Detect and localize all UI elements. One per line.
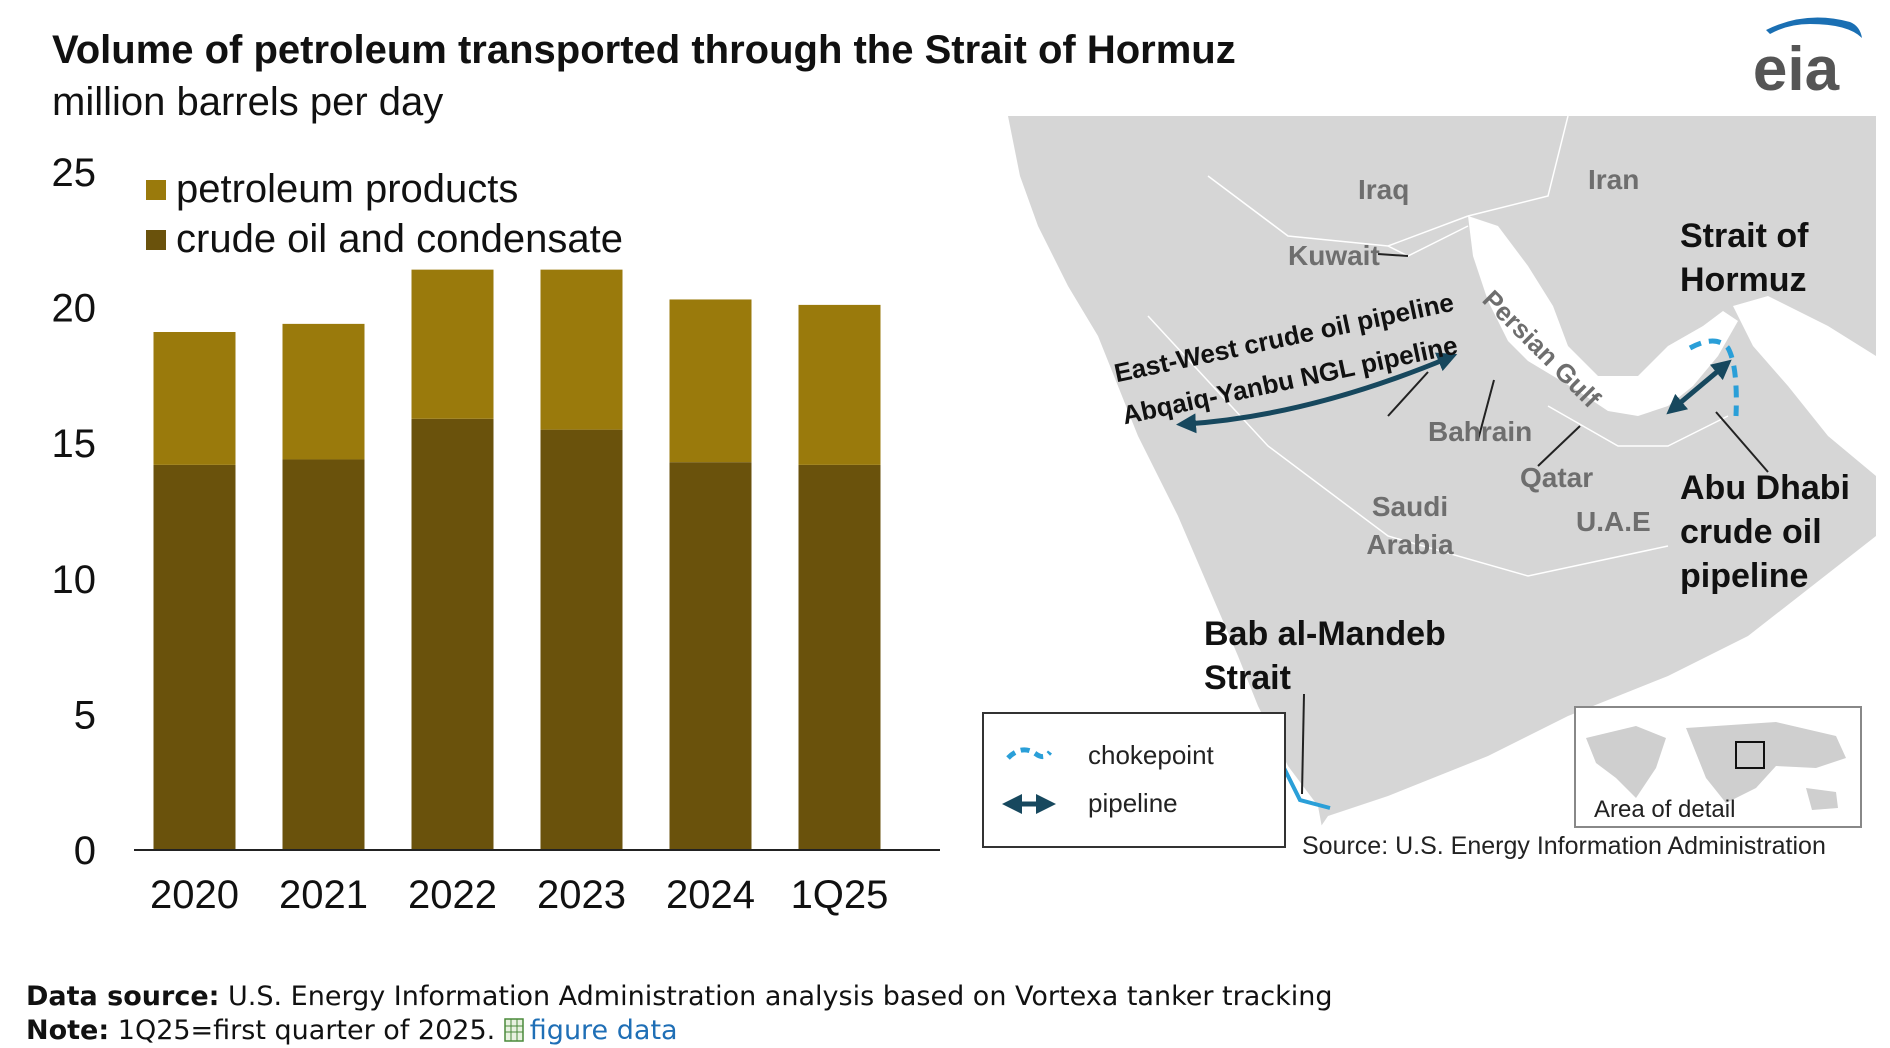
y-tick-label: 5 <box>74 693 96 737</box>
bar-crude-2022 <box>411 418 494 850</box>
region-map: Iraq Iran Kuwait Bahrain Qatar U.A.E Sau… <box>968 116 1876 860</box>
x-tick-label: 2022 <box>408 873 497 917</box>
legend-swatch <box>146 180 166 200</box>
x-tick-label: 2021 <box>279 873 368 917</box>
bar-chart: 0 5 10 15 20 25 2020 2021 2022 2023 2024 1Q25 petr… <box>52 151 940 917</box>
bar-products-2021 <box>282 323 365 460</box>
note-line: Note: 1Q25=first quarter of 2025. figure… <box>26 1014 1333 1048</box>
y-tick-label: 25 <box>52 151 97 195</box>
figure-data-link[interactable]: figure data <box>529 1015 678 1046</box>
legend-chokepoint-label: chokepoint <box>1088 740 1214 770</box>
x-tick-label: 2023 <box>537 873 626 917</box>
data-source-line: Data source: U.S. Energy Information Adm… <box>26 980 1333 1014</box>
bar-products-1Q25 <box>798 304 881 465</box>
map-legend-symbols <box>1002 747 1056 814</box>
country-label-saudi-arabia: Saudi Arabia <box>1366 491 1454 560</box>
inset-detail-box <box>1735 741 1765 769</box>
country-label-iraq: Iraq <box>1358 174 1410 205</box>
y-tick-label: 10 <box>52 558 97 602</box>
chart-title: Volume of petroleum transported through … <box>52 28 1236 72</box>
chart-subtitle: million barrels per day <box>52 80 444 124</box>
legend-swatch <box>146 230 166 250</box>
bar-products-2020 <box>153 332 236 465</box>
country-label-bahrain: Bahrain <box>1428 416 1533 447</box>
bar-products-2024 <box>669 299 752 463</box>
bar-crude-2023 <box>540 429 623 850</box>
chokepoint-legend-icon <box>1006 747 1052 760</box>
label-leader-lines <box>1301 253 1769 795</box>
logo-text: eia <box>1753 35 1840 104</box>
legend-label: petroleum products <box>176 167 518 211</box>
logo-swoosh-icon <box>1766 17 1862 38</box>
callout-strait-of-hormuz: Strait of Hormuz <box>1680 217 1809 299</box>
note-text: 1Q25=first quarter of 2025. <box>117 1015 496 1046</box>
country-label-uae: U.A.E <box>1576 506 1651 537</box>
x-tick-label: 2020 <box>150 873 239 917</box>
area-of-detail-inset: Area of detail <box>1574 706 1862 828</box>
callout-abu-dhabi-pipeline: Abu Dhabi crude oil pipeline <box>1680 469 1850 595</box>
gulf-of-oman-water <box>1733 296 1876 476</box>
bar-products-2023 <box>540 269 623 430</box>
legend-pipeline-label: pipeline <box>1088 788 1178 818</box>
country-label-qatar: Qatar <box>1520 462 1594 493</box>
inset-label: Area of detail <box>1594 796 1736 823</box>
east-west-pipeline-arrow <box>1176 352 1458 434</box>
y-tick-label: 15 <box>52 422 97 466</box>
red-sea-water <box>968 116 1328 860</box>
hormuz-chokepoint-marker <box>1688 338 1739 417</box>
data-source-text: U.S. Energy Information Administration a… <box>228 981 1333 1012</box>
x-tick-label: 2024 <box>666 873 755 917</box>
bar-crude-2024 <box>669 462 752 850</box>
bar-crude-2021 <box>282 459 365 850</box>
y-tick-label: 0 <box>74 829 96 873</box>
inset-landmass <box>1586 722 1846 810</box>
map-source: Source: U.S. Energy Information Administ… <box>1302 832 1826 860</box>
spreadsheet-icon <box>504 1018 524 1042</box>
data-source-label: Data source: <box>26 981 220 1012</box>
eia-logo: eia <box>1753 17 1862 104</box>
footer: Data source: U.S. Energy Information Adm… <box>26 980 1333 1048</box>
x-tick-label: 1Q25 <box>791 873 889 917</box>
country-label-iran: Iran <box>1588 164 1640 195</box>
callout-bab-al-mandeb: Bab al-Mandeb Strait <box>1204 615 1446 697</box>
bar-products-2022 <box>411 269 494 419</box>
note-label: Note: <box>26 1015 110 1046</box>
world-inset-map <box>1586 722 1846 810</box>
country-label-kuwait: Kuwait <box>1288 240 1380 271</box>
y-tick-label: 20 <box>52 287 97 331</box>
abu-dhabi-pipeline-arrow <box>1666 359 1732 415</box>
bar-crude-1Q25 <box>798 464 881 850</box>
bar-crude-2020 <box>153 464 236 850</box>
legend-label: crude oil and condensate <box>176 217 623 261</box>
map-legend: chokepoint pipeline <box>982 712 1286 848</box>
